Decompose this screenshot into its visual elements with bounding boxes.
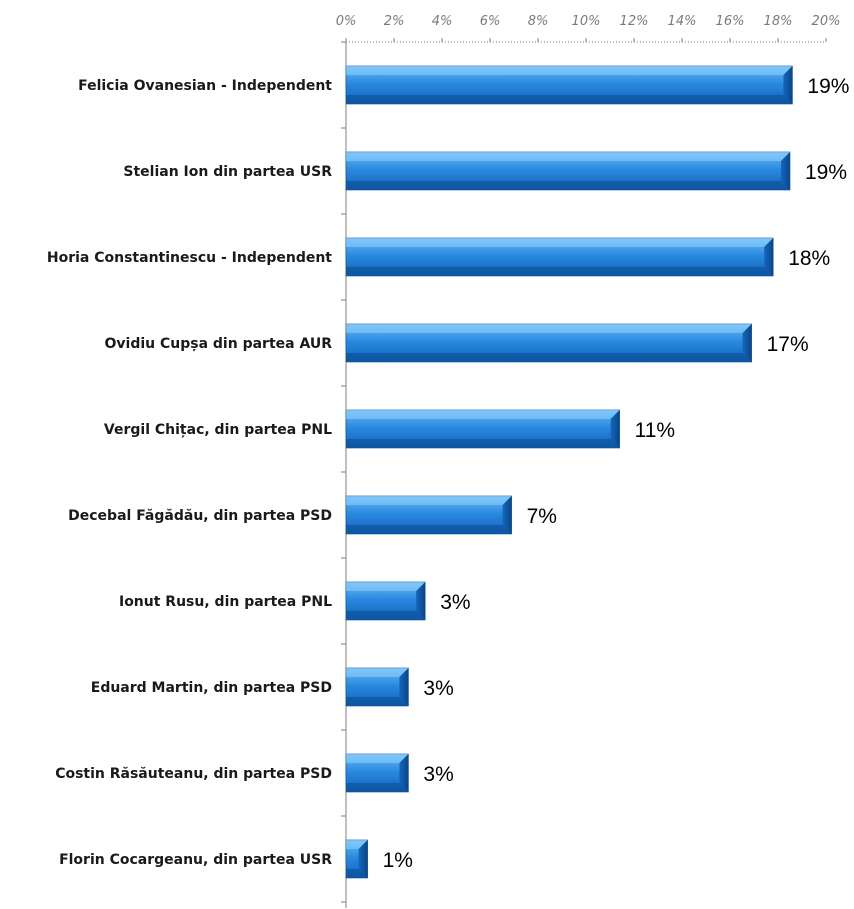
- category-label: Ovidiu Cupșa din partea AUR: [105, 336, 333, 352]
- data-label: 7%: [527, 505, 557, 528]
- data-label: 1%: [383, 849, 413, 872]
- bar: [345, 237, 774, 277]
- bar-bevel-bottom: [346, 525, 512, 534]
- bar-end-cap: [781, 152, 790, 190]
- bar: [345, 65, 793, 105]
- bar-end-cap: [416, 582, 426, 620]
- bar-bevel-top: [346, 324, 752, 333]
- bar-bevel-bottom: [346, 783, 409, 792]
- data-label: 17%: [767, 333, 809, 356]
- bar-bevel-top: [346, 410, 620, 419]
- bar: [345, 753, 409, 793]
- bar-bevel-top: [346, 754, 409, 763]
- bar-bevel-top: [346, 840, 368, 849]
- bar-end-cap: [358, 840, 368, 878]
- x-tick-label: 14%: [668, 14, 697, 29]
- category-label: Florin Cocargeanu, din partea USR: [59, 852, 332, 868]
- bar: [345, 839, 368, 879]
- category-label: Decebal Făgădău, din partea PSD: [68, 508, 332, 524]
- data-label: 3%: [440, 591, 470, 614]
- category-label: Felicia Ovanesian - Independent: [78, 78, 332, 94]
- bar: [345, 151, 791, 191]
- bar: [345, 409, 620, 449]
- bar-bevel-bottom: [346, 697, 409, 706]
- bar-bevel-bottom: [346, 95, 793, 104]
- labels-layer: Felicia Ovanesian - Independent 19% Stelia…: [47, 75, 850, 872]
- bar-end-cap: [783, 66, 793, 104]
- bar: [345, 667, 409, 707]
- x-tick-label: 10%: [572, 14, 601, 29]
- bar-bevel-bottom: [346, 611, 426, 620]
- bar-bevel-top: [346, 668, 409, 677]
- bar-bevel-top: [346, 152, 790, 161]
- bar-end-cap: [502, 496, 512, 534]
- bar-end-cap: [399, 754, 409, 792]
- bar-bevel-bottom: [346, 353, 752, 362]
- bar: [345, 495, 512, 535]
- x-tick-label: 12%: [620, 14, 649, 29]
- data-label: 19%: [805, 161, 847, 184]
- bar-bevel-bottom: [346, 181, 790, 190]
- category-label: Vergil Chițac, din partea PNL: [104, 422, 332, 438]
- bars-layer: [345, 65, 793, 879]
- data-label: 3%: [423, 677, 453, 700]
- bar-bevel-bottom: [346, 267, 774, 276]
- bar-bevel-top: [346, 238, 774, 247]
- axis-layer: 0% 2% 4% 6% 8% 10% 12% 14% 16% 18% 20%: [336, 14, 841, 908]
- category-label: Horia Constantinescu - Independent: [47, 250, 332, 266]
- data-label: 19%: [807, 75, 849, 98]
- data-label: 3%: [423, 763, 453, 786]
- category-label: Ionut Rusu, din partea PNL: [119, 594, 332, 610]
- bar-end-cap: [610, 410, 620, 448]
- bar-bevel-top: [346, 66, 793, 75]
- bar-end-cap: [764, 238, 774, 276]
- data-label: 11%: [635, 419, 675, 442]
- bar: [345, 581, 426, 621]
- x-tick-label: 20%: [812, 14, 841, 29]
- bar-bevel-top: [346, 582, 426, 591]
- bar: [345, 323, 752, 363]
- bar-bevel-bottom: [346, 869, 368, 878]
- bar-bevel-top: [346, 496, 512, 505]
- x-tick-label: 0%: [336, 14, 357, 29]
- x-tick-label: 2%: [384, 14, 405, 29]
- bar-end-cap: [399, 668, 409, 706]
- category-label: Costin Răsăuteanu, din partea PSD: [55, 766, 332, 782]
- x-tick-label: 4%: [432, 14, 453, 29]
- category-label: Stelian Ion din partea USR: [123, 164, 332, 180]
- x-tick-label: 8%: [528, 14, 549, 29]
- bar-bevel-bottom: [346, 439, 620, 448]
- category-label: Eduard Martin, din partea PSD: [91, 680, 332, 696]
- x-tick-label: 6%: [480, 14, 501, 29]
- data-label: 18%: [788, 247, 830, 270]
- x-tick-label: 16%: [716, 14, 745, 29]
- bar-end-cap: [742, 324, 752, 362]
- x-tick-label: 18%: [764, 14, 793, 29]
